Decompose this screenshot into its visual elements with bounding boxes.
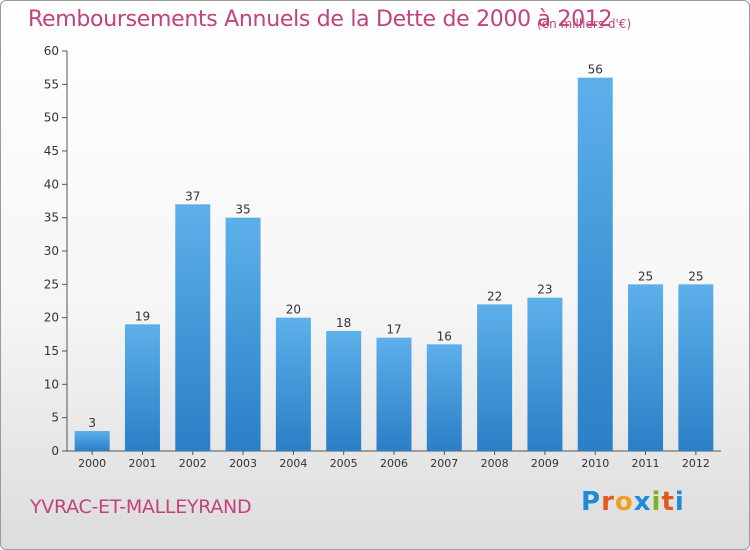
y-tick-label: 20 (44, 311, 59, 325)
bar (175, 204, 211, 451)
data-label: 56 (588, 63, 603, 77)
x-tick-label: 2008 (481, 457, 509, 470)
x-tick-label: 2003 (229, 457, 257, 470)
data-label: 16 (437, 329, 452, 343)
place-name: YVRAC-ET-MALLEYRAND (30, 496, 252, 518)
x-tick-label: 2009 (531, 457, 559, 470)
bar (275, 317, 311, 451)
x-tick-label: 2011 (632, 457, 660, 470)
bar (678, 284, 714, 451)
data-label: 37 (185, 189, 200, 203)
bar (426, 344, 462, 451)
y-tick-label: 15 (44, 344, 59, 358)
data-label: 23 (537, 283, 552, 297)
x-tick-label: 2012 (682, 457, 710, 470)
y-tick-label: 25 (44, 277, 59, 291)
bar (628, 284, 664, 451)
data-label: 35 (235, 203, 250, 217)
y-tick-label: 45 (44, 144, 59, 158)
bar (527, 297, 563, 451)
y-tick-label: 0 (51, 444, 59, 458)
bar (577, 77, 613, 452)
x-tick-label: 2007 (430, 457, 458, 470)
data-label: 20 (286, 303, 301, 317)
y-tick-label: 10 (44, 377, 59, 391)
y-tick-label: 30 (44, 244, 59, 258)
x-tick-label: 2001 (128, 457, 156, 470)
y-tick-label: 60 (44, 44, 59, 58)
y-tick-label: 50 (44, 111, 59, 125)
y-tick-label: 5 (51, 411, 59, 425)
x-tick-label: 2000 (78, 457, 106, 470)
bar (477, 304, 513, 451)
data-label: 25 (688, 269, 703, 283)
data-label: 17 (386, 323, 401, 337)
x-tick-label: 2004 (279, 457, 307, 470)
chart-title: Remboursements Annuels de la Dette de 20… (28, 7, 613, 32)
data-label: 19 (135, 309, 150, 323)
bar (124, 324, 160, 451)
data-label: 25 (638, 269, 653, 283)
data-label: 18 (336, 316, 351, 330)
x-tick-label: 2010 (581, 457, 609, 470)
bar (74, 431, 110, 451)
data-label: 22 (487, 289, 502, 303)
x-tick-label: 2005 (330, 457, 358, 470)
chart-subtitle: (en milliers d'€) (537, 17, 632, 31)
y-tick-label: 35 (44, 211, 59, 225)
bar (225, 217, 261, 451)
data-label: 3 (88, 416, 96, 430)
y-tick-label: 40 (44, 177, 59, 191)
x-tick-label: 2006 (380, 457, 408, 470)
proxiti-logo: Proxiti (581, 487, 685, 517)
x-tick-label: 2002 (179, 457, 207, 470)
bar (326, 331, 362, 451)
bar (376, 337, 412, 451)
y-tick-label: 55 (44, 77, 59, 91)
